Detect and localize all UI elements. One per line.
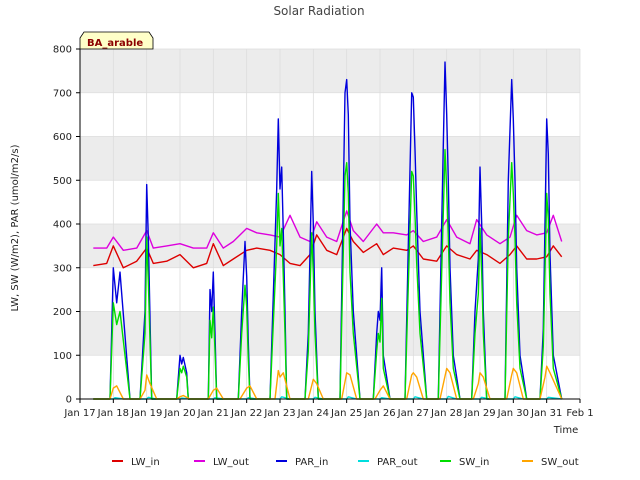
x-tick-label: Jan 17 (63, 408, 95, 419)
x-tick-label: Feb 1 (566, 408, 593, 419)
x-tick-label: Jan 28 (430, 408, 462, 419)
plot-band (80, 136, 580, 181)
y-axis-title: LW, SW (W/m2), PAR (umol/m2/s) (10, 144, 21, 311)
series-line-lw-in (93, 227, 563, 269)
legend-label-par-in: PAR_in (295, 457, 328, 468)
x-tick-label: Jan 26 (363, 408, 395, 419)
plot-band (80, 224, 580, 268)
x-tick-labels: Jan 17 Jan 18 Jan 19 Jan 20 Jan 21 Jan 22 Jan … (63, 399, 594, 419)
x-tick-label: Jan 18 (97, 408, 129, 419)
legend-label-lw-in: LW_in (131, 457, 160, 468)
x-tick-label: Jan 27 (397, 408, 429, 419)
chart-title: Solar Radiation (273, 4, 364, 18)
x-tick-label: Jan 25 (330, 408, 362, 419)
x-tick-label: Jan 31 (530, 408, 562, 419)
plot-band (80, 49, 580, 93)
plot-band (80, 267, 580, 312)
site-label-box: BA_arable (79, 31, 154, 50)
x-tick-label: Jan 23 (263, 408, 295, 419)
legend-label-sw-in: SW_in (459, 457, 489, 468)
plot-band (80, 92, 580, 137)
legend-label-sw-out: SW_out (541, 457, 579, 468)
y-tick-labels: 0 100 200 300 400 500 600 700 800 (53, 45, 80, 406)
y-tick-label: 600 (53, 132, 72, 143)
y-tick-label: 0 (66, 395, 72, 406)
y-tick-label: 200 (53, 307, 72, 318)
x-tick-label: Jan 30 (497, 408, 529, 419)
legend: LW_in LW_out PAR_in PAR_out SW_in SW_out (112, 457, 579, 468)
y-tick-label: 500 (53, 176, 72, 187)
plot-band (80, 311, 580, 356)
legend-label-par-out: PAR_out (377, 457, 418, 468)
x-tick-label: Jan 19 (130, 408, 162, 419)
y-tick-label: 300 (53, 263, 72, 274)
y-tick-label: 700 (53, 88, 72, 99)
y-tick-label: 100 (53, 351, 72, 362)
x-tick-label: Jan 21 (197, 408, 229, 419)
plot-band (80, 180, 580, 224)
x-tick-label: Jan 22 (230, 408, 262, 419)
x-tick-label: Jan 24 (297, 408, 329, 419)
y-tick-label: 800 (53, 45, 72, 56)
y-tick-label: 400 (53, 220, 72, 231)
site-label: BA_arable (87, 38, 143, 49)
plot-band (80, 355, 580, 399)
series-line-lw-out (93, 210, 563, 251)
x-axis-title: Time (553, 425, 578, 436)
legend-label-lw-out: LW_out (213, 457, 249, 468)
x-tick-label: Jan 29 (463, 408, 495, 419)
x-tick-label: Jan 20 (163, 408, 195, 419)
